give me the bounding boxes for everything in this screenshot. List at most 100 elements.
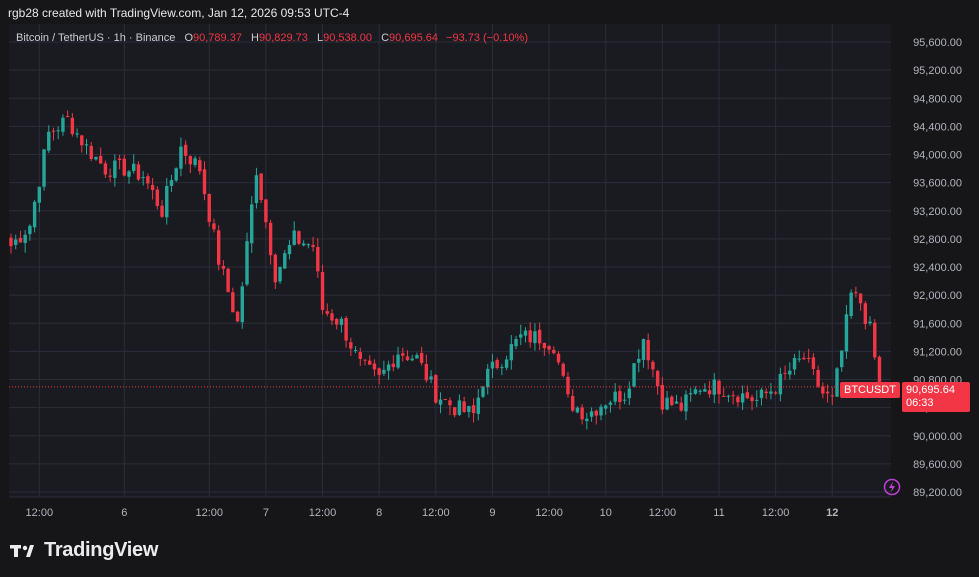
low-value: 90,538.00 <box>323 32 373 44</box>
candle <box>42 148 46 191</box>
candlestick-chart[interactable]: 95,600.00 95,200.00 94,800.00 94,400.00 94,0… <box>9 24 970 521</box>
candle-body <box>80 135 84 146</box>
candle <box>821 382 825 399</box>
candle <box>726 394 731 403</box>
candle <box>226 267 230 293</box>
candle-body <box>849 292 853 316</box>
candle <box>61 114 65 136</box>
candle-body <box>665 397 669 410</box>
y-tick-label: 92,000.00 <box>913 290 962 302</box>
candle <box>363 359 367 366</box>
y-tick-label: 91,200.00 <box>913 346 962 358</box>
y-tick-label: 92,800.00 <box>913 234 962 246</box>
candle-body <box>155 189 160 206</box>
tradingview-logo-icon <box>10 544 34 557</box>
brand-name: TradingView <box>44 539 159 561</box>
candle-body <box>28 225 32 235</box>
candle-body <box>448 400 452 406</box>
candle-body <box>70 117 75 135</box>
candle <box>566 371 570 398</box>
candle <box>575 406 580 414</box>
candle-body <box>589 411 594 417</box>
candle <box>122 154 126 177</box>
candle <box>287 240 292 260</box>
candle-body <box>537 329 542 344</box>
candle-body <box>627 388 632 399</box>
lightning-icon[interactable] <box>883 478 901 496</box>
candle-body <box>835 368 839 397</box>
candle <box>811 353 816 376</box>
chart-caption: rgb28 created with TradingView.com, Jan … <box>8 6 350 20</box>
candle <box>245 232 249 287</box>
candle <box>150 178 155 200</box>
open-value: 90,789.37 <box>193 32 242 44</box>
candle-body <box>594 410 598 416</box>
candle-body <box>150 185 155 191</box>
candle <box>740 385 745 411</box>
candle-body <box>873 322 877 358</box>
x-tick-label: 12:00 <box>422 507 450 519</box>
candle-body <box>401 353 405 356</box>
tradingview-logo[interactable]: TradingView <box>10 539 158 562</box>
candle <box>377 367 381 385</box>
candle-body <box>599 406 603 416</box>
candle-body <box>18 237 23 243</box>
candle <box>28 224 32 241</box>
candle <box>693 386 698 395</box>
candle <box>84 138 89 155</box>
candle-body <box>339 318 344 325</box>
candle <box>452 407 457 418</box>
candle <box>764 388 768 399</box>
candle <box>471 398 476 423</box>
candle <box>552 346 556 355</box>
candle-body <box>726 395 731 397</box>
candle <box>325 303 329 317</box>
y-tick-label: 89,200.00 <box>913 487 962 499</box>
candle-body <box>632 363 636 387</box>
chart-area[interactable]: 95,600.00 95,200.00 94,800.00 94,400.00 94,0… <box>9 24 970 521</box>
candle <box>722 387 726 397</box>
candle <box>301 240 306 247</box>
candle <box>391 355 396 372</box>
candle <box>745 385 750 400</box>
candle <box>198 156 202 175</box>
candle <box>773 390 778 395</box>
candle <box>736 394 740 408</box>
candle-body <box>863 303 868 324</box>
candle-body <box>580 407 584 420</box>
candle-body <box>703 389 707 392</box>
candle-body <box>467 406 471 412</box>
candle <box>98 147 103 164</box>
candle-body <box>660 385 665 410</box>
candle <box>665 391 669 411</box>
candle-body <box>174 168 178 181</box>
candle-body <box>122 158 126 176</box>
y-tick-label: 94,400.00 <box>913 121 962 133</box>
candle <box>339 316 344 333</box>
candle <box>655 369 660 395</box>
candle-body <box>226 268 230 293</box>
candle-body <box>523 330 528 336</box>
candle <box>604 404 608 415</box>
candle <box>844 304 849 359</box>
candle <box>622 392 627 405</box>
symbol-label[interactable]: Bitcoin / TetherUS · 1h · Binance <box>16 32 176 44</box>
candle-body <box>840 350 844 368</box>
candles <box>9 110 882 430</box>
candle <box>297 230 301 246</box>
candle-body <box>32 201 37 228</box>
candle-body <box>561 363 565 376</box>
candle-body <box>146 176 150 184</box>
y-tick-label: 92,400.00 <box>913 262 962 274</box>
candle <box>14 234 18 250</box>
candle <box>136 161 141 182</box>
y-tick-label: 90,000.00 <box>913 431 962 443</box>
candle-body <box>103 163 108 175</box>
candle-body <box>618 391 622 402</box>
candle-body <box>358 352 362 359</box>
candle <box>316 238 320 278</box>
candle <box>56 126 60 140</box>
candle-body <box>693 389 698 394</box>
candle-body <box>141 177 145 179</box>
candle <box>797 350 801 363</box>
